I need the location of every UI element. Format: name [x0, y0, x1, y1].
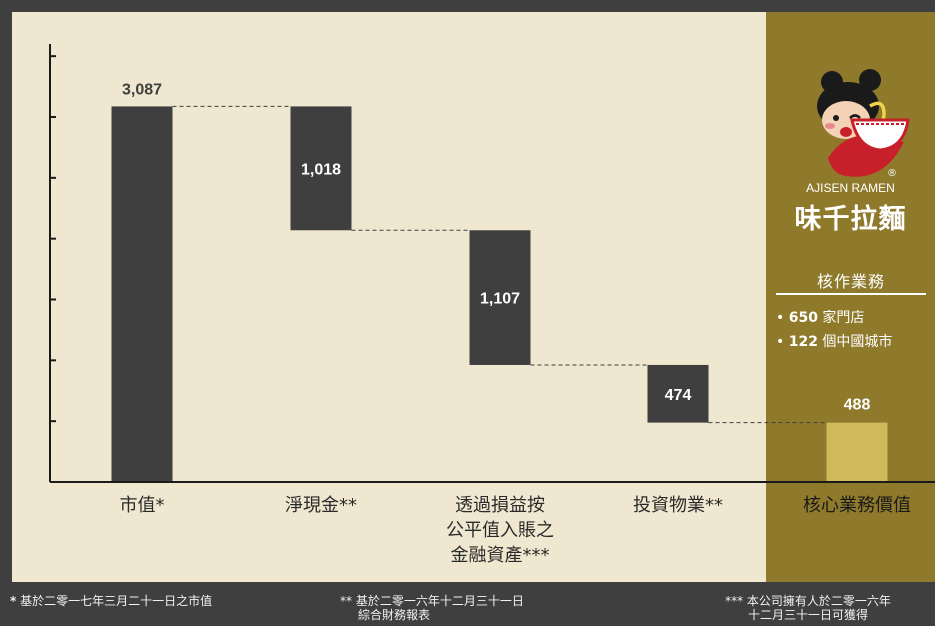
core-item-cities: • 122 個中國城市 [776, 331, 892, 351]
city-count: 122 [788, 334, 818, 350]
connector-lines [172, 105, 827, 424]
bar-2 [290, 106, 352, 231]
footnote-line: 十二月三十一日可獲得 [747, 608, 868, 622]
value-label: 474 [665, 387, 692, 404]
bar-5 [826, 422, 888, 482]
bars [111, 106, 888, 482]
footnote-market-value: * 基於二零一七年三月二十一日之市值 [10, 594, 212, 608]
value-label: 3,087 [122, 81, 162, 98]
bar-4 [647, 364, 709, 423]
footnote-financial-statement: ** 基於二零一六年十二月三十一日 綜合財務報表 [340, 594, 524, 622]
axis [49, 44, 935, 483]
value-label: 488 [844, 397, 871, 414]
core-business-divider [776, 293, 926, 295]
registered-mark: ® [887, 168, 897, 179]
footnote-line: 綜合財務報表 [358, 608, 431, 622]
brand-name-cn: 味千拉麵 [794, 204, 907, 235]
brand-name-en: AJISEN RAMEN [806, 181, 895, 195]
ajisen-mascot-icon [817, 69, 910, 177]
footnote-owners: *** 本公司擁有人於二零一六年 十二月三十一日可獲得 [698, 594, 918, 622]
category-label: 透過損益按 [455, 495, 545, 516]
bar-1 [111, 106, 173, 482]
category-label: 投資物業** [633, 495, 723, 516]
footnote-text: 基於二零一七年三月二十一日之市值 [16, 594, 213, 608]
core-item-stores: • 650 家門店 [776, 307, 864, 327]
bullet: • [776, 334, 785, 350]
footnote-line: ** 基於二零一六年十二月三十一日 [340, 594, 524, 608]
footnote-star: * [10, 594, 17, 608]
value-labels: 3,087 1,018 1,107 474 488 [122, 81, 870, 413]
category-label: 公平值入賬之 [446, 520, 554, 541]
value-label: 1,107 [480, 291, 520, 308]
store-count: 650 [788, 310, 818, 326]
footnote-line: *** 本公司擁有人於二零一六年 [725, 594, 891, 608]
category-label: 市值* [120, 495, 165, 516]
city-label: 個中國城市 [817, 334, 893, 350]
bar-3 [469, 230, 531, 365]
category-label: 核心業務價值 [803, 495, 911, 516]
category-label: 淨現金** [285, 495, 357, 516]
value-label: 1,018 [301, 161, 341, 178]
category-label: 金融資產*** [451, 545, 550, 566]
bullet: • [776, 310, 785, 326]
store-label: 家門店 [817, 310, 865, 326]
core-business-title: 核作業務 [816, 272, 885, 291]
